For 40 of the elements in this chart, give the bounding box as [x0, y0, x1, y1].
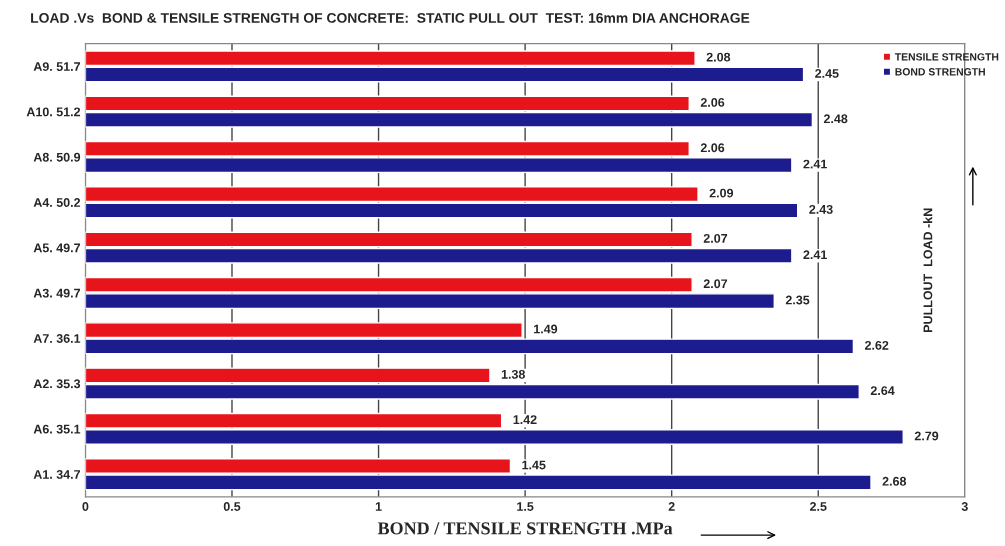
data-label: 2.09 — [709, 188, 734, 198]
x-tick-label: 1 — [375, 502, 382, 511]
y-tick-label: A1. 34.7 — [33, 470, 81, 479]
x-tick-label: 2 — [668, 502, 675, 511]
data-label: 2.68 — [882, 476, 907, 486]
data-label: 2.06 — [700, 98, 725, 107]
y-tick-label: A8. 50.9 — [33, 152, 81, 162]
x-axis-title: BOND / TENSILE STRENGTH .MPa — [377, 522, 673, 535]
data-label: 2.08 — [706, 52, 731, 62]
y-tick-label: A2. 35.3 — [33, 379, 81, 389]
data-label: 1.45 — [522, 460, 546, 470]
data-label: 2.45 — [815, 69, 839, 78]
data-label: 2.06 — [700, 143, 725, 153]
y-tick-label: A3. 49.7 — [33, 288, 81, 298]
y-axis-title: PULLOUT LOAD -kN — [923, 208, 933, 332]
x-tick-label: 2.5 — [809, 502, 827, 511]
data-label: 2.43 — [809, 204, 833, 214]
y-tick-label: A5. 49.7 — [33, 243, 81, 253]
data-label: 2.41 — [803, 159, 827, 169]
y-tick-label: A10. 51.2 — [26, 107, 81, 117]
data-label: 2.07 — [703, 279, 728, 289]
x-tick-label: 1.5 — [517, 502, 534, 511]
data-label: 2.07 — [703, 233, 728, 243]
x-tick-label: 3 — [961, 502, 968, 511]
data-label: 1.42 — [513, 415, 537, 424]
data-label: 2.64 — [870, 386, 895, 396]
x-tick-label: 0 — [82, 502, 89, 511]
data-label: 2.35 — [785, 295, 810, 305]
data-label: 1.49 — [534, 324, 558, 334]
data-label: 2.41 — [803, 250, 827, 259]
y-tick-label: A4. 50.2 — [33, 198, 81, 207]
data-label: 2.79 — [914, 431, 939, 441]
x-tick-label: 0.5 — [223, 502, 241, 511]
data-label: 2.48 — [823, 114, 848, 124]
y-tick-label: A9. 51.7 — [33, 62, 81, 71]
y-tick-label: A6. 35.1 — [33, 424, 81, 434]
data-label: 2.62 — [864, 340, 889, 350]
y-tick-label: A7. 36.1 — [33, 334, 81, 343]
data-label: 1.38 — [501, 369, 525, 379]
chart-title: LOAD .Vs BOND & TENSILE STRENGTH OF CONCRETE: STATIC PULL OUT TEST: 16mm DIA ANCHORAGE — [31, 13, 750, 23]
